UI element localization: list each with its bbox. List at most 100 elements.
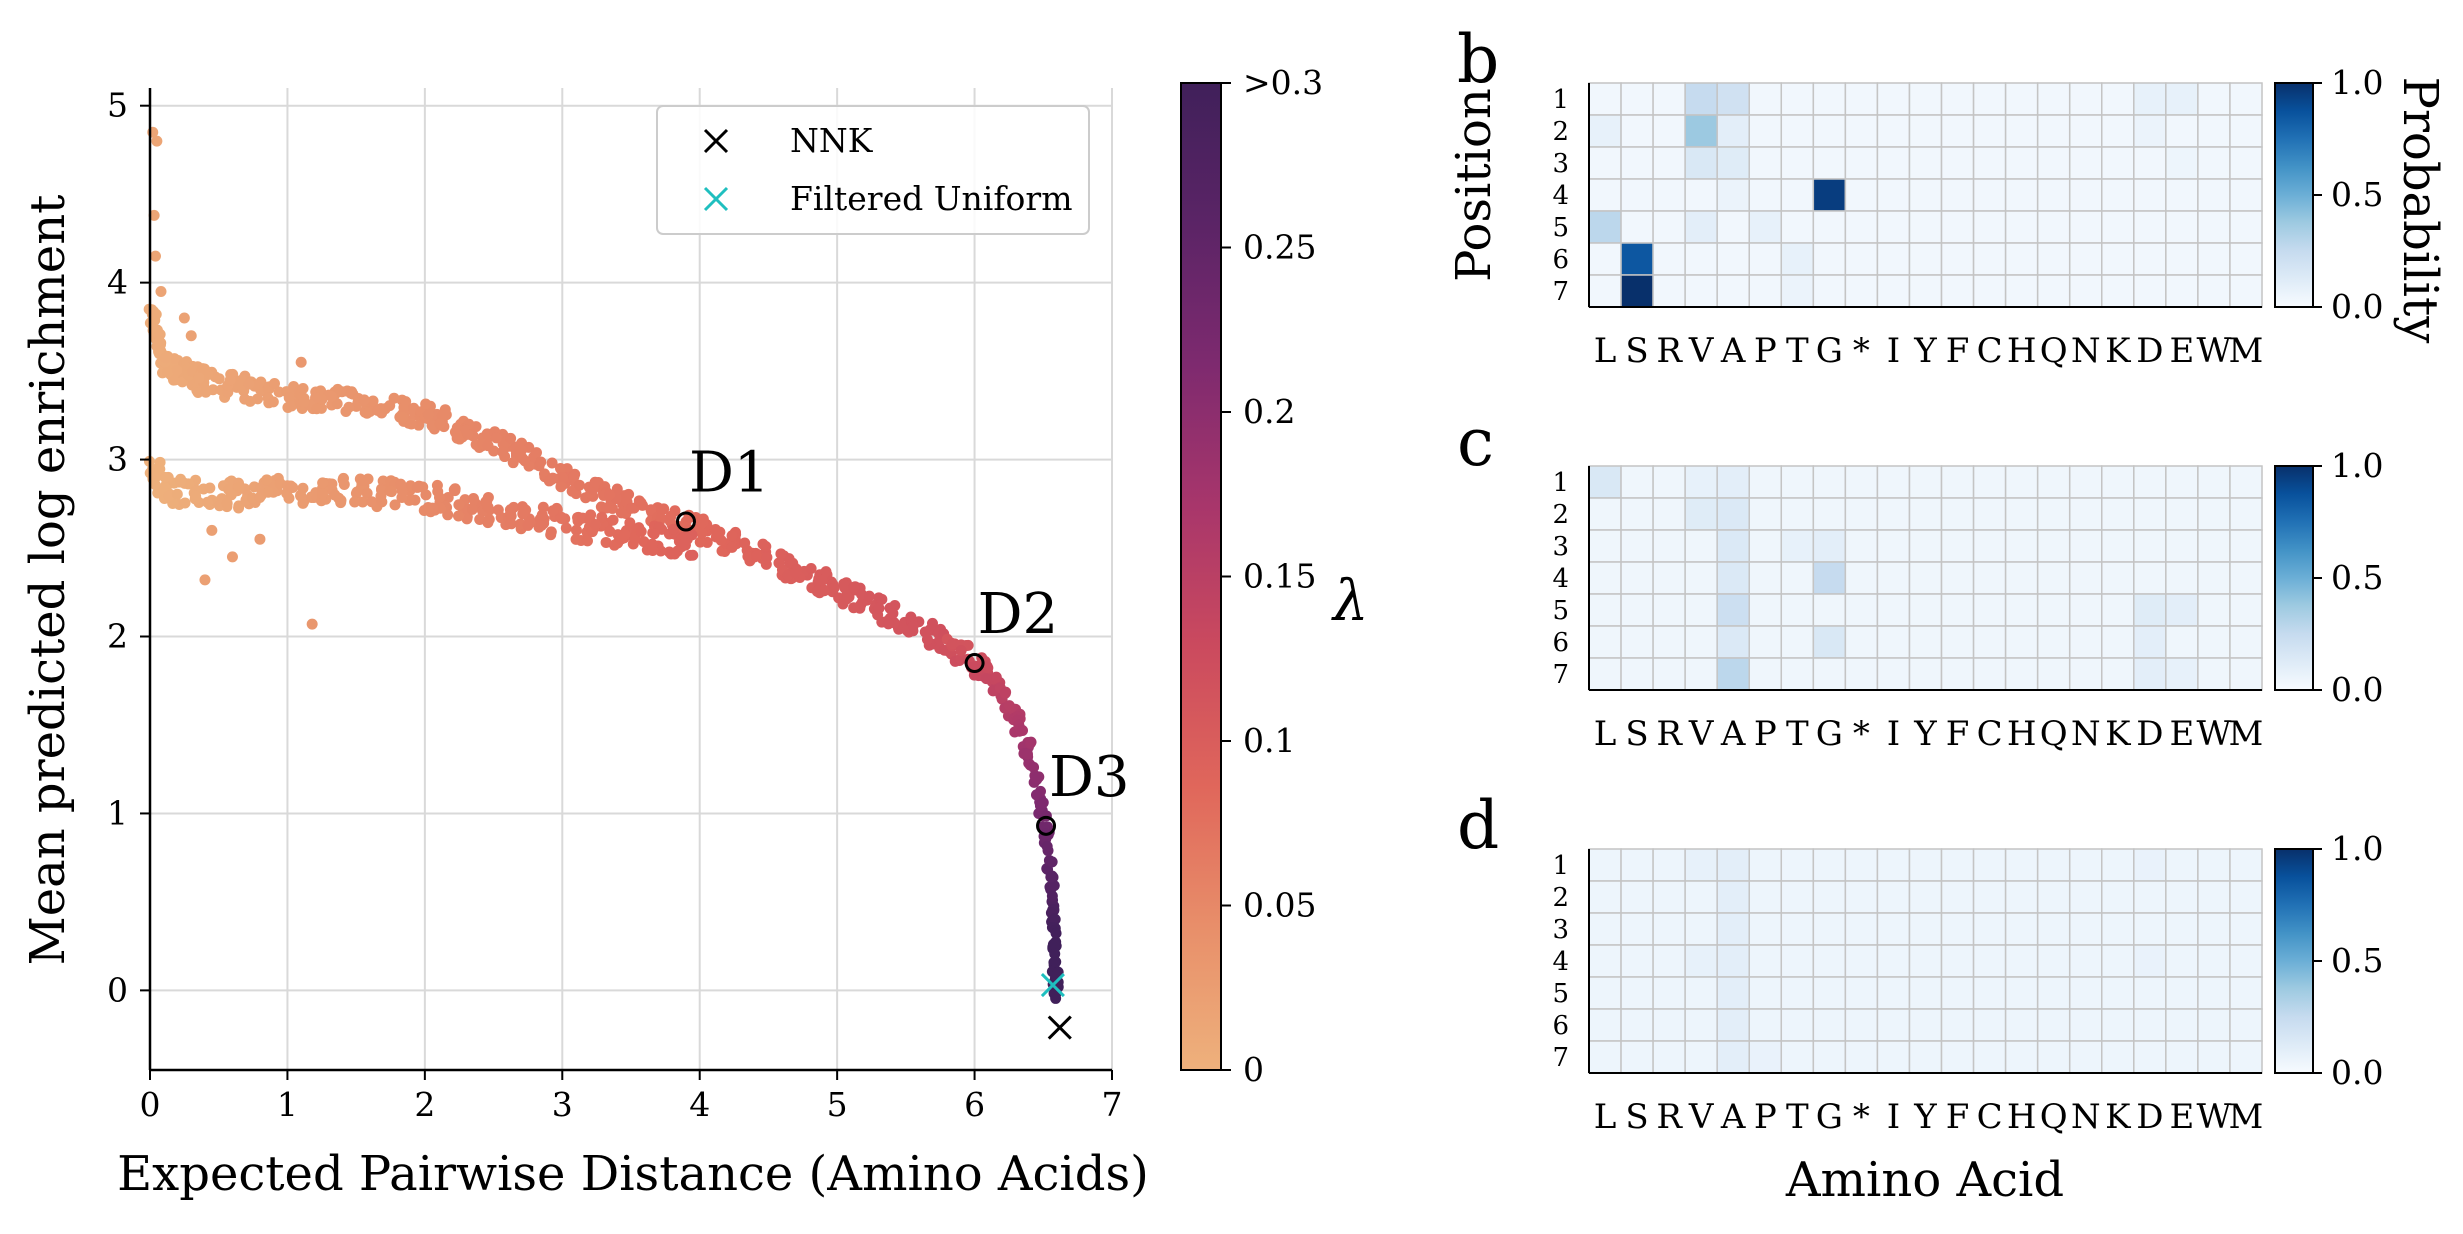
heatmap-cell: [1780, 242, 1815, 276]
heatmap-cell: [1652, 848, 1686, 882]
heatmap-cell: [2101, 880, 2135, 914]
heatmap-cell: [1684, 1040, 1718, 1074]
heatmap-col-label: F: [1946, 331, 1970, 371]
heatmap-cell: [2229, 1008, 2263, 1042]
scatter-point: [907, 620, 919, 632]
scatter-point: [267, 396, 279, 408]
heatmap-cell: [1972, 465, 2007, 499]
heatmap-cell: [1684, 912, 1718, 946]
scatter-point: [384, 485, 396, 497]
scatter-point: [1048, 880, 1060, 892]
heatmap-cell: [2101, 210, 2135, 244]
heatmap-cell: [1588, 1008, 1622, 1042]
scatter-point: [840, 593, 852, 605]
heatmap-cell: [1844, 274, 1879, 308]
heatmap-cell: [1716, 944, 1750, 978]
heatmap-cell: [1748, 1008, 1783, 1042]
heatmap-cell: [1780, 114, 1815, 148]
heatmap-cell: [1844, 976, 1879, 1010]
colorbar-tick-label: 0.25: [1243, 228, 1316, 267]
heatmap-cell: [2004, 210, 2039, 244]
scatter-point: [306, 618, 318, 630]
heatmap-cell: [2133, 210, 2167, 244]
heatmap-cell: [1940, 561, 1975, 595]
heatmap-cell: [2068, 880, 2103, 914]
heatmap-cell: [1940, 146, 1975, 180]
heatmap-cell: [1780, 1008, 1815, 1042]
heatmap-cell: [1716, 146, 1750, 180]
scatter-point: [536, 509, 548, 521]
heatmap-cell: [1876, 146, 1911, 180]
heatmap-cell: [2004, 82, 2039, 116]
scatter-point: [395, 478, 407, 490]
heatmap-col-label: I: [1887, 331, 1900, 371]
heatmap-cell: [2101, 497, 2135, 531]
scatter-point: [611, 483, 623, 495]
heatmap-cell: [1908, 114, 1943, 148]
heatmap-cell: [1588, 114, 1622, 148]
scatter-point: [298, 396, 310, 408]
heatmap-cell: [2036, 465, 2071, 499]
heatmap-cell: [1652, 146, 1686, 180]
scatter-point: [633, 495, 645, 507]
heatmap-cell: [1652, 1040, 1686, 1074]
heatmap-cell: [1908, 1040, 1943, 1074]
scatter-point: [696, 527, 708, 539]
scatter-point: [405, 418, 417, 430]
heatmap-amino-acid-label: Amino Acid: [1785, 1152, 2064, 1208]
heatmap-col-label: T: [1786, 331, 1809, 371]
heatmap-cell: [1748, 625, 1783, 659]
scatter-point: [505, 507, 517, 519]
scatter-point: [149, 250, 161, 262]
scatter-point: [635, 526, 647, 538]
scatter-point: [159, 471, 171, 483]
heatmap-cell: [1652, 593, 1686, 627]
heatmap-cell: [1588, 529, 1622, 563]
heatmap-cell: [1748, 497, 1783, 531]
heatmap-cell: [1908, 976, 1943, 1010]
heatmap-cell: [2036, 625, 2071, 659]
heatmap-cell: [2068, 1008, 2103, 1042]
heatmap-col-label: D: [2136, 1097, 2163, 1137]
heatmap-cell: [1620, 497, 1654, 531]
heatmap-cell: [2229, 912, 2263, 946]
heatmap-cell: [1588, 178, 1622, 212]
y-tick-label: 3: [107, 440, 128, 479]
scatter-point: [515, 444, 527, 456]
heatmap-cell: [2133, 625, 2167, 659]
heatmap-cell: [2068, 146, 2103, 180]
heatmap-cell: [1620, 593, 1654, 627]
scatter-point: [647, 545, 659, 557]
heatmap-col-label: S: [1625, 1097, 1648, 1137]
heatmap-col-label: H: [2007, 331, 2037, 371]
heatmap-cell: [1588, 497, 1622, 531]
heatmap-cell: [2068, 848, 2103, 882]
heatmap-cell: [1588, 1040, 1622, 1074]
heatmap-row-label: 2: [1552, 500, 1569, 530]
heatmap-cell: [1844, 178, 1879, 212]
heatmap-cell: [1940, 880, 1975, 914]
scatter-point: [570, 533, 582, 545]
heatmap-colorbar: [2274, 465, 2314, 691]
heatmap-cell: [1812, 274, 1847, 308]
heatmap-cell: [1972, 593, 2007, 627]
heatmap-cell: [1588, 976, 1622, 1010]
heatmap-cell: [2004, 880, 2039, 914]
heatmap-cell: [1588, 848, 1622, 882]
heatmap-col-label: I: [1887, 714, 1900, 754]
scatter-point: [171, 488, 183, 500]
scatter-point: [882, 618, 894, 630]
scatter-point: [316, 488, 328, 500]
heatmap-cell: [1812, 1008, 1847, 1042]
heatmap-cell: [1876, 976, 1911, 1010]
scatter-point: [361, 487, 373, 499]
scatter-point: [482, 440, 494, 452]
scatter-point: [453, 499, 465, 511]
heatmap-cell: [2133, 1040, 2167, 1074]
heatmap-col-label: Q: [2040, 331, 2068, 371]
heatmap-cell: [2068, 912, 2103, 946]
heatmap-cell: [1684, 625, 1718, 659]
heatmap-cell: [2101, 976, 2135, 1010]
scatter-point: [697, 513, 709, 525]
heatmap-cell: [2101, 848, 2135, 882]
